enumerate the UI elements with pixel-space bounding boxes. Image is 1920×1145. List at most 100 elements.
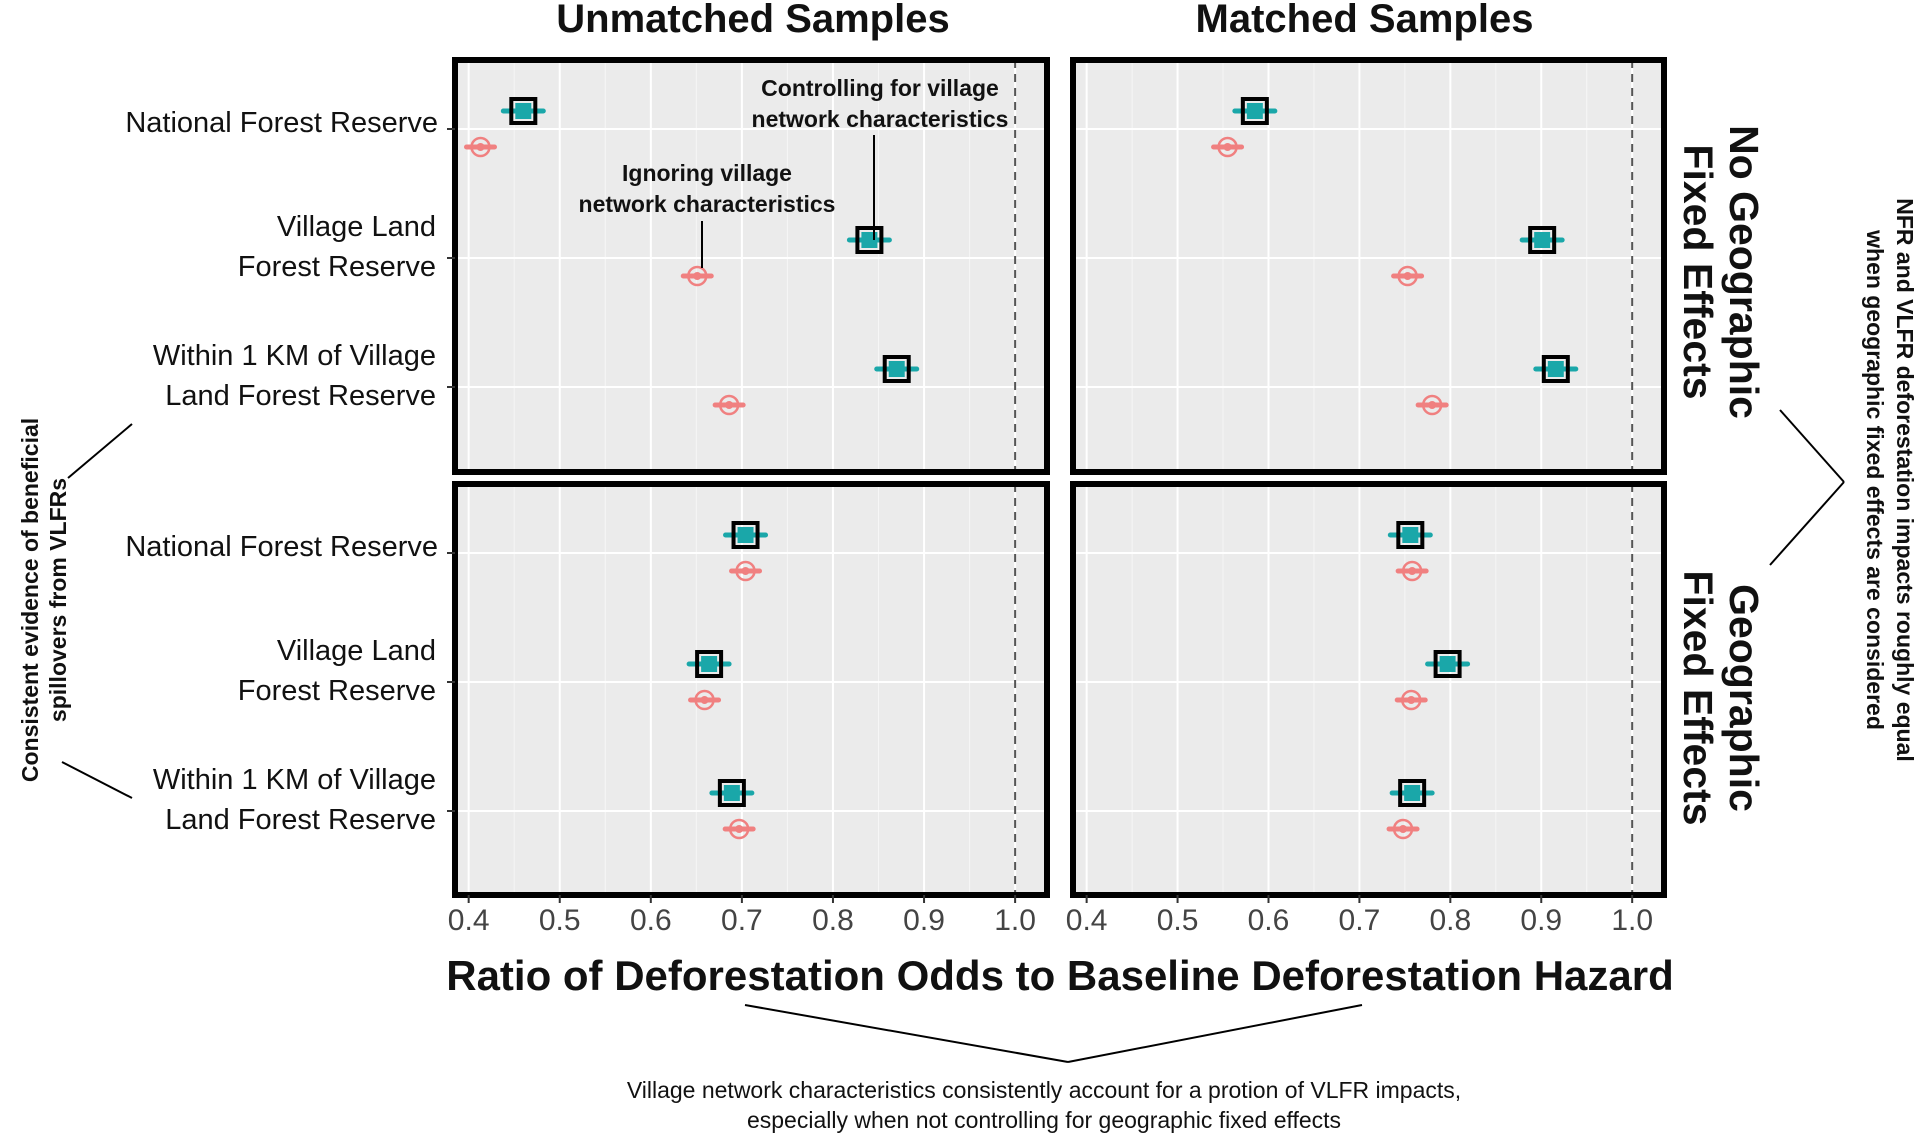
annotation-controlling-line1: Controlling for village xyxy=(761,75,999,101)
x-tick-label-col1-6: 1.0 xyxy=(1611,904,1653,937)
ignoring-point-center-unmatched-no-fe-0 xyxy=(476,143,485,151)
annotation-ignoring-line1: Ignoring village xyxy=(622,160,792,186)
right-note: NFR and VLFR deforestation impacts rough… xyxy=(1862,198,1918,762)
controlling-point-matched-no-fe-1 xyxy=(1528,226,1557,254)
right-note-line1: NFR and VLFR deforestation impacts rough… xyxy=(1892,198,1918,762)
ignoring-point-center-unmatched-fe-2 xyxy=(735,825,744,833)
bottom-note-line2: especially when not controlling for geog… xyxy=(747,1107,1341,1133)
x-tick-label-col0-4: 0.8 xyxy=(812,904,854,937)
category-label-row0-1-line1: Village Land xyxy=(277,211,436,243)
row-strip-no-fe-line1: No Geographic xyxy=(1721,125,1767,419)
controlling-point-unmatched-no-fe-1 xyxy=(855,226,884,254)
ignoring-point-unmatched-fe-1 xyxy=(694,689,715,711)
column-title-unmatched: Unmatched Samples xyxy=(556,0,949,41)
right-note-line2: when geographic fixed effects are consid… xyxy=(1862,229,1888,730)
ignoring-point-matched-no-fe-1 xyxy=(1397,265,1418,287)
controlling-point-fill-matched-fe-1 xyxy=(1439,656,1456,672)
controlling-point-matched-no-fe-2 xyxy=(1541,355,1570,383)
x-tick-label-col0-1: 0.5 xyxy=(539,904,581,937)
category-label-row1-1-line2: Forest Reserve xyxy=(238,675,436,707)
x-tick-label-col1-0: 0.4 xyxy=(1066,904,1108,937)
panel-border-matched-no-fe xyxy=(1070,57,1667,475)
x-tick-label-col0-6: 1.0 xyxy=(994,904,1036,937)
panel-border-unmatched-fe xyxy=(452,481,1050,898)
x-tick-label-col0-3: 0.7 xyxy=(721,904,763,937)
panel-border-unmatched-no-fe xyxy=(452,57,1050,475)
panel-background-matched-fe xyxy=(1073,484,1664,895)
controlling-point-fill-unmatched-no-fe-0 xyxy=(515,103,532,119)
ignoring-point-unmatched-fe-2 xyxy=(728,818,750,840)
left-note: Consistent evidence of beneficial spillov… xyxy=(17,418,71,782)
ignoring-point-center-matched-fe-2 xyxy=(1399,825,1408,833)
controlling-point-unmatched-fe-2 xyxy=(717,779,746,807)
ignoring-point-center-matched-no-fe-0 xyxy=(1223,143,1232,151)
category-label-row1-2-line1: Within 1 KM of Village xyxy=(153,764,436,796)
annotation-controlling-line2: network characteristics xyxy=(752,106,1009,132)
controlling-point-unmatched-no-fe-2 xyxy=(882,355,911,383)
annotation-ignoring-line2: network characteristics xyxy=(579,191,836,217)
ignoring-point-center-matched-no-fe-1 xyxy=(1403,272,1412,280)
controlling-point-unmatched-no-fe-0 xyxy=(509,97,538,125)
bottom-note-line1: Village network characteristics consiste… xyxy=(627,1077,1461,1103)
controlling-point-unmatched-fe-1 xyxy=(695,650,724,678)
left-note-leader-top xyxy=(67,423,133,479)
category-label-row1-2-line2: Land Forest Reserve xyxy=(165,804,436,836)
category-label-row0-0: National Forest Reserve xyxy=(125,107,438,139)
left-note-leader-bottom xyxy=(61,761,133,799)
ignoring-point-center-unmatched-fe-1 xyxy=(700,696,709,704)
controlling-point-fill-matched-no-fe-1 xyxy=(1534,232,1551,248)
controlling-point-matched-fe-0 xyxy=(1396,521,1425,549)
ignoring-point-matched-no-fe-2 xyxy=(1421,394,1443,416)
ignoring-point-matched-fe-1 xyxy=(1400,689,1422,711)
controlling-point-fill-unmatched-fe-1 xyxy=(701,656,718,672)
controlling-point-fill-unmatched-fe-2 xyxy=(723,785,740,801)
column-title-matched: Matched Samples xyxy=(1196,0,1534,41)
x-tick-label-col0-0: 0.4 xyxy=(448,904,490,937)
row-strip-fe-line2: Fixed Effects xyxy=(1675,570,1721,825)
ignoring-point-unmatched-no-fe-1 xyxy=(687,265,708,287)
x-tick-label-col1-1: 0.5 xyxy=(1157,904,1199,937)
right-note-leader-top xyxy=(1779,409,1845,483)
ignoring-point-unmatched-no-fe-0 xyxy=(470,136,491,158)
x-tick-label-col1-2: 0.6 xyxy=(1248,904,1290,937)
ignoring-point-center-matched-no-fe-2 xyxy=(1428,401,1437,409)
controlling-point-matched-no-fe-0 xyxy=(1240,97,1269,125)
left-note-line1: Consistent evidence of beneficial xyxy=(17,418,43,782)
category-label-row0-2-line2: Land Forest Reserve xyxy=(165,380,436,412)
left-note-line2: spillovers from VLFRs xyxy=(45,478,71,722)
category-label-row1-0: National Forest Reserve xyxy=(125,531,438,563)
ignoring-point-center-unmatched-no-fe-1 xyxy=(693,272,702,280)
controlling-point-fill-matched-no-fe-2 xyxy=(1547,361,1564,377)
controlling-point-fill-unmatched-fe-0 xyxy=(737,527,754,543)
controlling-point-fill-matched-no-fe-0 xyxy=(1246,103,1263,119)
x-tick-label-col0-5: 0.9 xyxy=(903,904,945,937)
ignoring-point-unmatched-fe-0 xyxy=(735,560,756,582)
ignoring-point-center-matched-fe-1 xyxy=(1407,696,1416,704)
bottom-note-leader-right xyxy=(1067,1004,1363,1063)
controlling-point-fill-unmatched-no-fe-2 xyxy=(888,361,905,377)
ignoring-point-matched-fe-2 xyxy=(1392,818,1414,840)
ignoring-point-unmatched-no-fe-2 xyxy=(718,394,740,416)
category-label-row1-1-line1: Village Land xyxy=(277,635,436,667)
right-note-leader-bottom xyxy=(1769,481,1845,566)
ignoring-point-center-unmatched-fe-0 xyxy=(741,567,750,575)
category-label-row0-1-line2: Forest Reserve xyxy=(238,251,436,283)
controlling-point-fill-matched-fe-2 xyxy=(1404,785,1421,801)
controlling-point-matched-fe-1 xyxy=(1433,650,1462,678)
category-label-row0-2-line1: Within 1 KM of Village xyxy=(153,340,436,372)
bottom-note-leader-left xyxy=(744,1004,1069,1063)
panel-border-matched-fe xyxy=(1070,481,1667,898)
x-tick-label-col1-4: 0.8 xyxy=(1429,904,1471,937)
panel-background-matched-no-fe xyxy=(1073,60,1664,472)
controlling-point-matched-fe-2 xyxy=(1398,779,1427,807)
ignoring-point-matched-fe-0 xyxy=(1401,560,1423,582)
ignoring-point-center-matched-fe-0 xyxy=(1408,567,1417,575)
row-strip-fe-line1: Geographic xyxy=(1721,584,1767,812)
x-tick-label-col1-3: 0.7 xyxy=(1339,904,1381,937)
controlling-point-fill-matched-fe-0 xyxy=(1402,527,1419,543)
row-strip-no-fe-line2: Fixed Effects xyxy=(1675,144,1721,399)
